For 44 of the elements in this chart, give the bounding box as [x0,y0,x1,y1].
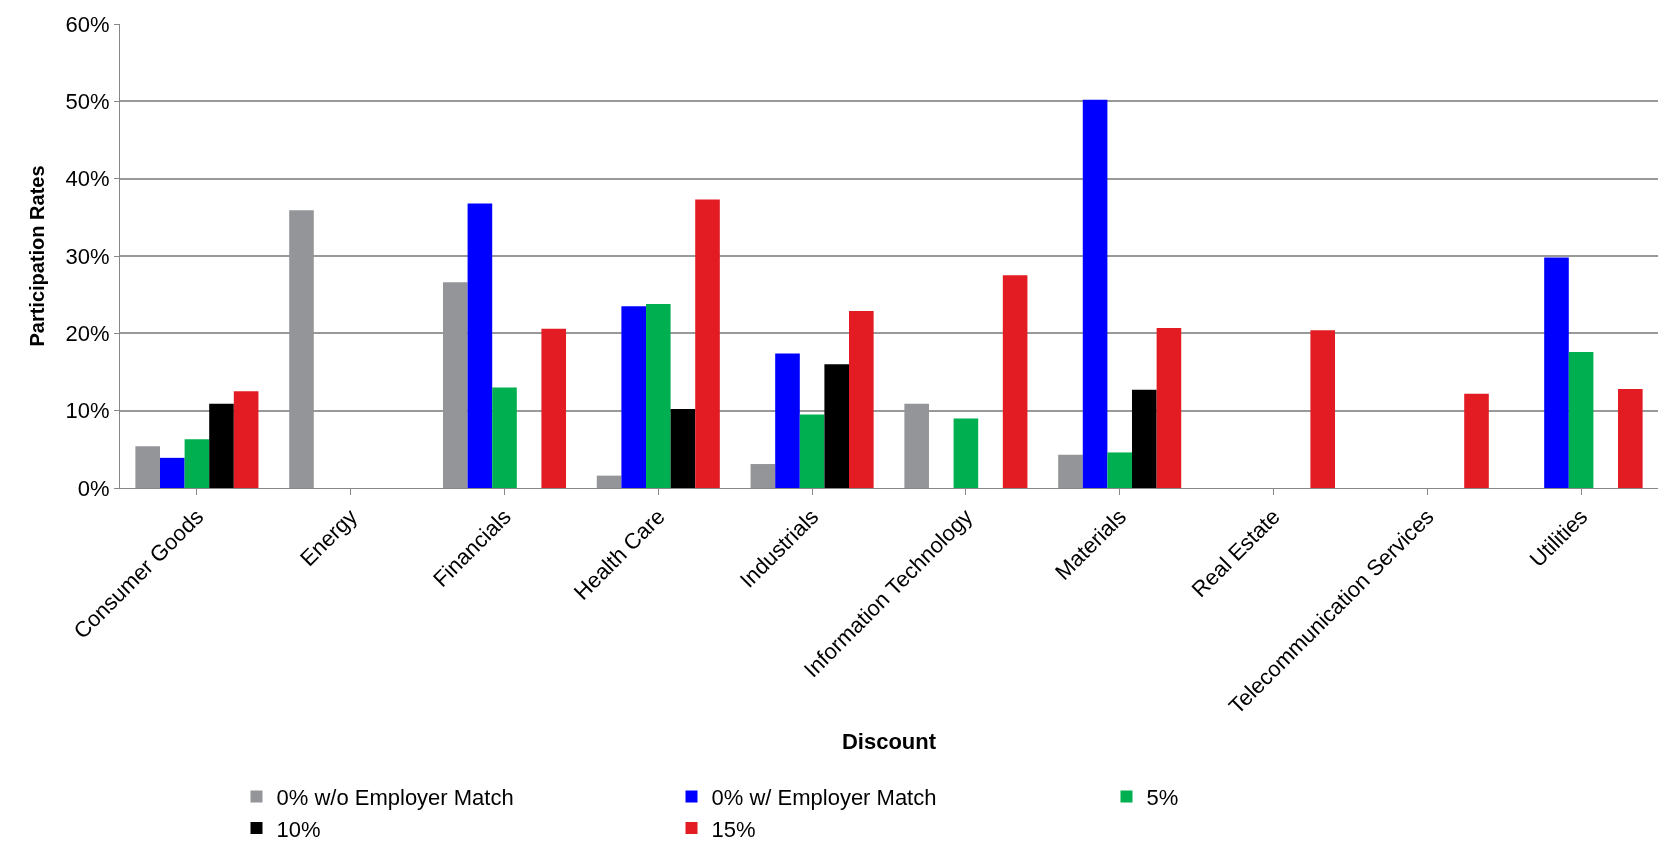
bar [184,439,210,488]
y-tick-label: 50% [65,89,110,115]
y-tick-label: 10% [65,398,110,424]
bar [1544,257,1569,488]
y-tick-label: 20% [65,321,110,347]
y-tick-label: 0% [77,475,110,501]
legend-label: 5% [1146,785,1179,811]
bar [233,391,259,488]
bar [1002,275,1028,488]
bar [209,403,234,488]
legend-label: 0% w/o Employer Match [276,785,514,811]
bar [467,203,493,488]
y-tick-label: 30% [65,243,110,269]
bar [646,303,671,488]
bar [1082,99,1108,488]
bar [824,364,850,488]
bar [750,464,776,488]
bar [1107,452,1132,488]
y-axis-title: Participation Rates [26,165,49,347]
bar [849,310,874,488]
bar [1618,389,1643,488]
bar [1132,389,1157,488]
bar [159,457,185,488]
legend-label: 15% [711,816,756,842]
bar [541,328,567,488]
legend-label: 0% w/ Employer Match [711,785,937,811]
bar [953,418,979,488]
bar [596,475,622,488]
y-tick-label: 60% [65,11,110,37]
x-axis-title: Discount [841,728,937,754]
bar [695,199,720,488]
bar [1310,330,1336,488]
bar [775,353,800,488]
bar [799,414,825,488]
bar [1464,393,1489,488]
bar [1156,327,1182,488]
bar [621,306,646,488]
bar [492,387,517,488]
bar [1568,351,1594,488]
bar [135,446,160,488]
legend-label: 10% [276,816,321,842]
bar [1058,454,1083,488]
y-tick-label: 40% [65,166,110,192]
bar [670,409,696,488]
